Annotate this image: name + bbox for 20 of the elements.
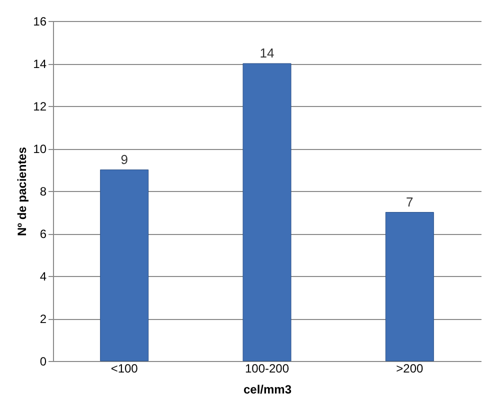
x-axis-title: cel/mm3 bbox=[243, 382, 292, 396]
x-tick-label: 100-200 bbox=[244, 362, 290, 376]
y-tick-label: 4 bbox=[40, 270, 47, 284]
y-tick-label: 6 bbox=[40, 227, 47, 241]
y-axis-title: Nº de pacientes bbox=[15, 146, 30, 236]
y-tick-label: 14 bbox=[33, 57, 47, 71]
y-tick-label: 12 bbox=[33, 100, 47, 114]
bar bbox=[385, 212, 434, 362]
x-tick-label: <100 bbox=[110, 362, 138, 376]
data-label: 7 bbox=[406, 194, 414, 210]
bar bbox=[100, 170, 149, 362]
bar bbox=[242, 63, 292, 362]
y-tick-label: 16 bbox=[33, 14, 47, 28]
data-label: 9 bbox=[120, 152, 128, 167]
y-tick-label: 10 bbox=[33, 142, 47, 156]
y-tick-label: 8 bbox=[40, 184, 47, 198]
y-tick-label: 2 bbox=[40, 312, 47, 326]
x-tick-label: >200 bbox=[396, 362, 424, 376]
data-label: 14 bbox=[260, 46, 274, 60]
y-tick-label: 0 bbox=[40, 354, 47, 368]
